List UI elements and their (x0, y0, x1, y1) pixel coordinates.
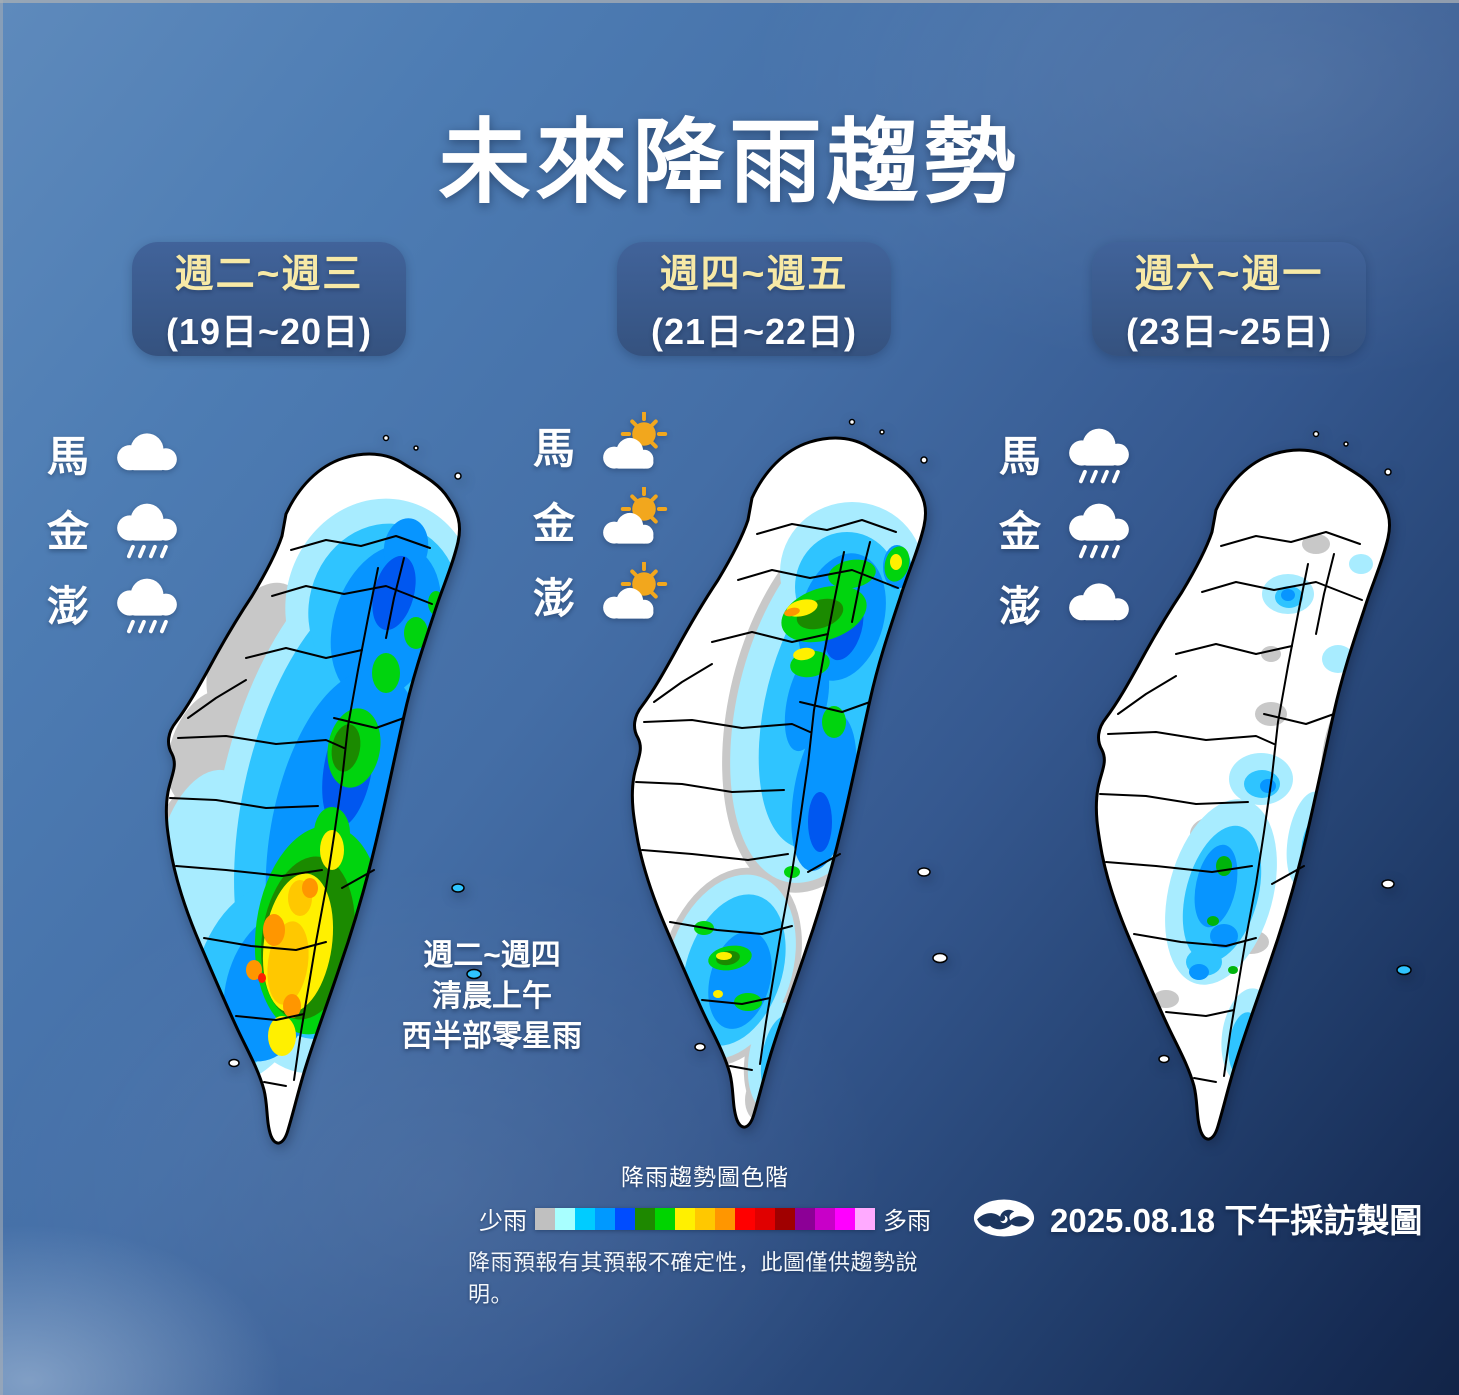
period-label: 週四~週五 (659, 253, 849, 296)
offshore-row-matsu: 馬 (44, 420, 190, 486)
legend-color-swatch (715, 1207, 735, 1230)
cwa-logo-icon (973, 1199, 1035, 1237)
legend-color-swatch (675, 1207, 695, 1230)
offshore-label: 澎 (532, 574, 575, 622)
period-label: 週二~週三 (174, 253, 364, 296)
legend-color-swatch (815, 1207, 835, 1230)
offshore-label: 澎 (998, 582, 1041, 630)
offshore-forecast-panel-1: 馬 金 澎 (44, 420, 190, 636)
left-edge-line (0, 0, 3, 1395)
period-badge-1: 週二~週三 (19日~20日) (132, 242, 406, 356)
offshore-row-matsu: 馬 (530, 412, 676, 478)
offshore-islets (228, 434, 482, 1068)
rainfall-legend: 降雨趨勢圖色階 少雨 多雨 降雨預報有其預報不確定性，此圖僅供趨勢說明。 (468, 1158, 942, 1309)
legend-color-swatch (735, 1207, 755, 1230)
legend-color-swatch (635, 1207, 655, 1230)
offshore-label: 馬 (532, 424, 575, 472)
offshore-label: 金 (532, 499, 575, 547)
offshore-row-penghu: 澎 (996, 570, 1142, 636)
offshore-forecast-panel-3: 馬 金 澎 (996, 420, 1142, 636)
offshore-label: 馬 (998, 432, 1041, 480)
legend-colorbar-row: 少雨 多雨 (479, 1201, 931, 1236)
offshore-label: 澎 (46, 582, 89, 630)
note-line: 西半部零星雨 (402, 1020, 582, 1053)
period-label: 週六~週一 (1134, 253, 1324, 296)
taiwan-rain-map-thu-fri (630, 418, 948, 1129)
legend-title: 降雨趨勢圖色階 (621, 1164, 789, 1190)
legend-more-label: 多雨 (883, 1208, 931, 1235)
legend-disclaimer: 降雨預報有其預報不確定性，此圖僅供趨勢說明。 (468, 1250, 919, 1307)
legend-color-swatch (535, 1207, 555, 1230)
offshore-row-kinmen: 金 (530, 487, 676, 553)
offshore-label: 金 (46, 507, 89, 555)
top-edge-line (0, 0, 1459, 3)
legend-color-swatch (575, 1207, 595, 1230)
period-dates: (21日~22日) (650, 311, 858, 352)
footer-date-text: 2025.08.18 下午採訪製圖 (1050, 1202, 1423, 1239)
taiwan-rain-map-sat-mon (1094, 430, 1412, 1141)
west-coast-note: 週二~週四 清晨上午 西半部零星雨 (372, 936, 612, 1058)
offshore-label: 金 (998, 507, 1041, 555)
period-dates: (23日~25日) (1125, 311, 1333, 352)
offshore-row-matsu: 馬 (996, 420, 1142, 486)
offshore-forecast-panel-2: 馬 金 澎 (530, 412, 676, 628)
period-dates: (19日~20日) (165, 311, 373, 352)
legend-color-swatch (775, 1207, 795, 1230)
offshore-islets (1158, 430, 1412, 1064)
note-line: 週二~週四 (423, 939, 561, 972)
legend-color-swatch (655, 1207, 675, 1230)
note-line: 清晨上午 (432, 979, 552, 1013)
period-badge-2: 週四~週五 (21日~22日) (617, 242, 891, 356)
legend-color-swatch (795, 1207, 815, 1230)
legend-color-swatch (835, 1207, 855, 1230)
legend-color-swatch (755, 1207, 775, 1230)
offshore-islets (694, 418, 948, 1052)
legend-less-label: 少雨 (479, 1208, 527, 1235)
legend-color-swatch (595, 1207, 615, 1230)
page-title: 未來降雨趨勢 (438, 112, 1021, 214)
period-badge-3: 週六~週一 (23日~25日) (1092, 242, 1366, 356)
legend-colorbar (535, 1207, 875, 1230)
legend-color-swatch (615, 1207, 635, 1230)
offshore-label: 馬 (46, 432, 89, 480)
taiwan-rain-map-tue-wed (164, 434, 482, 1145)
offshore-row-kinmen: 金 (44, 495, 190, 561)
offshore-row-kinmen: 金 (996, 495, 1142, 561)
footer: 2025.08.18 下午採訪製圖 (972, 1194, 1422, 1242)
offshore-row-penghu: 澎 (530, 562, 676, 628)
legend-color-swatch (695, 1207, 715, 1230)
legend-color-swatch (555, 1207, 575, 1230)
legend-color-swatch (855, 1207, 875, 1230)
offshore-row-penghu: 澎 (44, 570, 190, 636)
